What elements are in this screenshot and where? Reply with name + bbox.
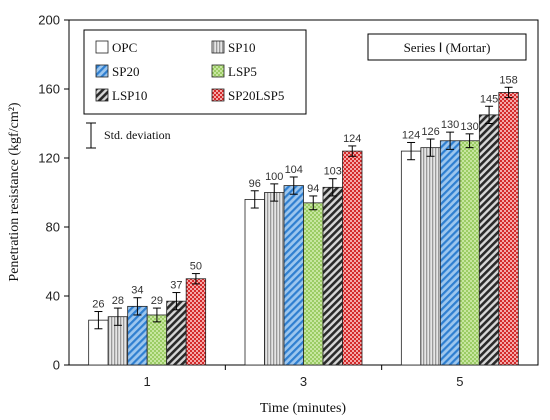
y-tick-label: 40 xyxy=(46,289,60,304)
bar-sp20lsp5-5 xyxy=(498,92,519,366)
y-tick-label: 160 xyxy=(38,82,60,97)
legend-label-sp20lsp5: SP20LSP5 xyxy=(228,88,284,103)
legend-label-lsp10: LSP10 xyxy=(112,88,147,103)
bar-lsp10-5 xyxy=(478,114,500,366)
legend-label-lsp5: LSP5 xyxy=(228,64,257,79)
data-label: 124 xyxy=(343,133,361,145)
data-label: 96 xyxy=(249,178,261,190)
data-label: 158 xyxy=(499,74,517,86)
x-tick-label: 3 xyxy=(300,374,307,389)
y-tick-label: 120 xyxy=(38,151,60,166)
bar-lsp5-1 xyxy=(146,314,168,366)
series-label: Series Ⅰ (Mortar) xyxy=(404,40,491,55)
data-label: 34 xyxy=(131,285,143,297)
data-label: 37 xyxy=(170,280,182,292)
data-label: 29 xyxy=(151,295,163,307)
bar-lsp5-5 xyxy=(459,140,480,366)
data-label: 28 xyxy=(112,295,124,307)
data-label: 104 xyxy=(285,164,303,176)
data-label: 130 xyxy=(441,119,459,131)
x-axis-title: Time (minutes) xyxy=(260,401,347,416)
x-tick-label: 1 xyxy=(144,374,151,389)
x-axis: 1 3 5 xyxy=(144,365,463,389)
std-deviation-key: Std. deviation xyxy=(86,122,171,149)
bar-opc-3 xyxy=(244,198,265,366)
data-label: 100 xyxy=(265,171,283,183)
data-label: 126 xyxy=(421,126,439,138)
bar-lsp10-3 xyxy=(322,186,343,366)
legend-swatch-lsp10 xyxy=(95,88,109,102)
y-tick-label: 80 xyxy=(46,220,60,235)
bar-sp10-5 xyxy=(420,147,441,366)
data-label: 124 xyxy=(402,129,420,141)
series-label-box: Series Ⅰ (Mortar) xyxy=(367,33,527,61)
y-tick-label: 0 xyxy=(53,358,60,373)
legend-swatch-opc xyxy=(95,40,109,54)
legend-label-sp10: SP10 xyxy=(228,40,255,55)
legend-swatch-lsp5 xyxy=(211,64,225,78)
legend-box xyxy=(83,29,307,115)
data-label: 103 xyxy=(324,166,342,178)
legend-swatch-sp10 xyxy=(211,40,225,54)
legend-label-sp20: SP20 xyxy=(112,64,139,79)
legend-label-opc: OPC xyxy=(112,40,137,55)
bar-opc-5 xyxy=(400,150,422,366)
bars xyxy=(88,86,519,366)
std-deviation-label: Std. deviation xyxy=(104,128,171,142)
legend-swatch-sp20lsp5 xyxy=(211,88,225,102)
data-label: 145 xyxy=(480,93,498,105)
data-label: 50 xyxy=(190,261,202,273)
y-axis: 0 40 80 120 160 200 xyxy=(38,13,69,373)
x-tick-label: 5 xyxy=(456,374,463,389)
bar-sp20lsp5-1 xyxy=(185,278,207,366)
bar-sp20lsp5-3 xyxy=(342,150,363,366)
bar-sp20-5 xyxy=(439,140,461,366)
y-tick-label: 200 xyxy=(38,13,60,28)
bar-lsp10-1 xyxy=(166,300,187,366)
bar-sp10-3 xyxy=(264,192,285,366)
legend-swatch-sp20 xyxy=(95,64,109,78)
bar-lsp5-3 xyxy=(303,202,324,366)
data-label: 26 xyxy=(92,299,104,311)
data-label: 94 xyxy=(307,183,319,195)
y-axis-title: Penetration resistance (kgf/cm²) xyxy=(7,102,22,281)
bar-sp20-3 xyxy=(283,185,304,366)
data-label: 130 xyxy=(460,121,478,133)
